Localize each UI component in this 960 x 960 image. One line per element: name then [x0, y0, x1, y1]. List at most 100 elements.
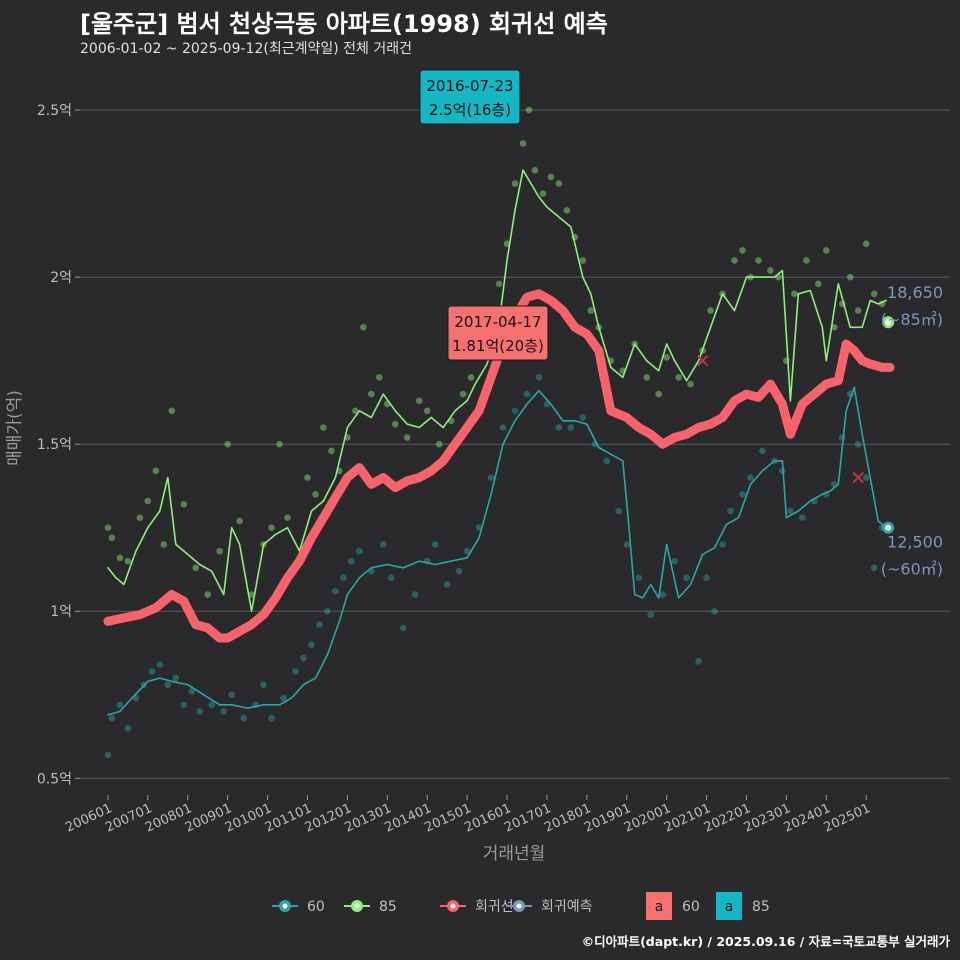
scatter-point-85: [643, 374, 650, 381]
y-tick-label: 2.5억: [37, 103, 72, 119]
scatter-point-60: [340, 574, 347, 582]
scatter-point-60: [380, 541, 387, 548]
scatter-point-85: [579, 257, 587, 264]
scatter-point-60: [188, 688, 196, 695]
scatter-point-60: [104, 751, 112, 759]
scatter-point-85: [248, 591, 255, 598]
scatter-point-60: [116, 701, 124, 709]
y-tick-label: 0.5억: [37, 771, 72, 787]
scatter-point-60: [316, 621, 323, 628]
scatter-point-85: [144, 497, 152, 505]
endpoint-marker-center: [885, 319, 892, 326]
scatter-point-60: [659, 591, 666, 598]
chart-title: [울주군] 범서 천상극동 아파트(1998) 회귀선 예측: [80, 10, 608, 38]
scatter-point-60: [635, 574, 643, 582]
scatter-point-60: [719, 541, 726, 548]
scatter-point-85: [276, 440, 283, 448]
scatter-point-60: [180, 701, 188, 709]
scatter-point-85: [204, 591, 212, 598]
scatter-point-85: [539, 190, 547, 197]
scatter-point-60: [499, 424, 507, 431]
scatter-point-85: [547, 173, 555, 181]
scatter-point-60: [156, 661, 164, 669]
scatter-point-85: [284, 514, 291, 521]
scatter-point-85: [104, 524, 112, 532]
scatter-point-60: [300, 654, 307, 662]
scatter-point-60: [196, 708, 204, 715]
legend-label: 회귀선: [475, 899, 514, 915]
scatter-point-60: [759, 447, 766, 455]
scatter-point-60: [535, 374, 543, 381]
endpoint-size-label: (~85㎡): [881, 310, 943, 329]
scatter-point-60: [747, 474, 754, 481]
scatter-point-85: [391, 420, 399, 428]
chart-subtitle: 2006-01-02 ~ 2025-09-12(최근계약일) 전체 거래건: [80, 41, 412, 57]
scatter-point-85: [304, 474, 311, 481]
scatter-point-85: [192, 564, 200, 572]
regression-markers: [696, 354, 864, 484]
scatter-point-85: [687, 380, 694, 388]
scatter-point-60: [671, 557, 678, 565]
x-axis-ticks: 2006012007012008012009012010012011012012…: [63, 795, 873, 836]
scatter-point-60: [854, 440, 862, 448]
scatter-point-60: [555, 424, 563, 431]
scatter-point-85: [862, 240, 870, 248]
scatter-point-60: [324, 607, 331, 615]
scatter-point-60: [727, 507, 734, 515]
scatter-point-85: [815, 280, 822, 288]
y-axis-label: 매매가(억): [5, 390, 25, 466]
scatter-point-85: [791, 290, 798, 298]
scatter-point-85: [180, 501, 188, 508]
scatter-point-85: [739, 247, 746, 254]
scatter-point-85: [767, 267, 774, 274]
scatter-point-85: [168, 407, 176, 415]
scatter-point-60: [463, 547, 471, 555]
scatter-point-85: [467, 374, 475, 381]
peak-label-box-60: [447, 305, 549, 361]
scatter-point-60: [799, 514, 806, 521]
scatter-point-60: [695, 658, 702, 665]
scatter-point-85: [136, 514, 144, 521]
legend-key-dot-center: [282, 903, 288, 909]
scatter-point-60: [523, 390, 531, 398]
scatter-point-85: [846, 273, 854, 281]
scatter-point-85: [368, 390, 375, 398]
peak-label-price: 2.5억(16층): [429, 101, 511, 119]
legend-label: 85: [379, 899, 397, 915]
legend-label-glyph: a: [725, 899, 734, 915]
scatter-point-60: [208, 701, 215, 709]
scatter-point-85: [224, 440, 231, 448]
legend: 60 85 회귀선 회귀예측 a 60 a 85: [272, 892, 770, 920]
peak-label-box-85: [419, 69, 521, 125]
y-tick-label: 2억: [50, 270, 72, 286]
x-tick-label: 202501: [822, 801, 873, 836]
source-caption: ©디아파트(dapt.kr) / 2025.09.16 / 자료=국토교통부 실…: [581, 934, 950, 949]
scatter-point-60: [870, 564, 878, 572]
legend-label-glyph: a: [655, 899, 664, 915]
scatter-point-85: [755, 257, 762, 264]
series-line-60: [107, 386, 887, 716]
scatter-point-60: [124, 724, 132, 732]
endpoint-markers: 18,650 (~85㎡) 12,500 (~60㎡): [881, 283, 943, 578]
scatter-point-85: [268, 524, 275, 532]
scatter-point-60: [623, 541, 631, 548]
scatter-point-60: [511, 407, 519, 415]
endpoint-value-label: 18,650: [887, 283, 943, 302]
legend-label-text: 60: [682, 899, 700, 915]
x-axis-label: 거래년월: [483, 844, 546, 864]
legend-key-dot-center: [516, 903, 522, 909]
scatter-point-85: [403, 434, 411, 441]
endpoint-value-label: 12,500: [887, 533, 943, 552]
scatter-point-85: [511, 180, 519, 187]
scatter-point-85: [108, 534, 116, 542]
legend-label-box: [646, 892, 672, 920]
endpoint-size-label: (~60㎡): [881, 560, 943, 579]
legend-key-dot-center: [354, 903, 360, 909]
scatter-point-85: [655, 390, 662, 398]
scatter-point-60: [455, 567, 463, 575]
scatter-point-60: [579, 414, 587, 421]
scatter-point-85: [236, 517, 243, 525]
endpoint-marker-center: [885, 524, 892, 531]
scatter-point-85: [459, 390, 467, 398]
